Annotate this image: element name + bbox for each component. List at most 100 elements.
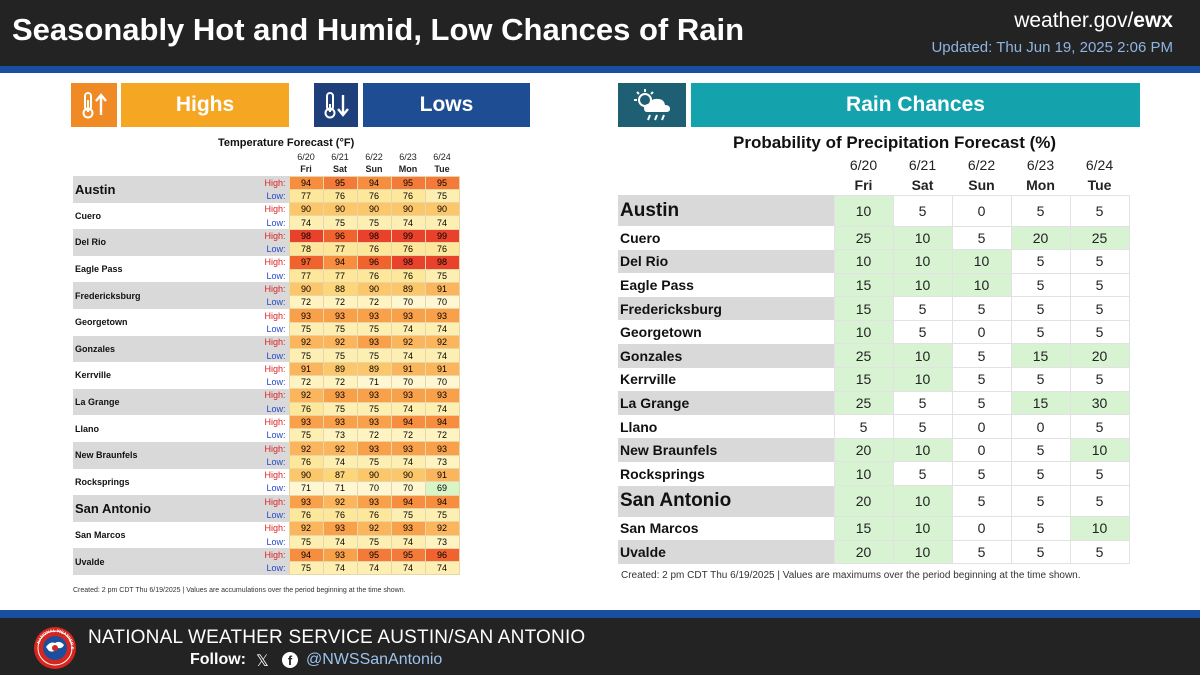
high-value: 90 bbox=[356, 281, 392, 297]
high-value: 89 bbox=[322, 361, 358, 376]
pop-value: 30 bbox=[1069, 390, 1130, 416]
table-row-high: Fredericksburg High: 90 88 90 89 91 bbox=[73, 281, 460, 309]
high-label: High: bbox=[264, 523, 286, 534]
table-row-high: Eagle Pass High: 97 94 96 98 98 bbox=[73, 255, 460, 274]
low-value: 72 bbox=[288, 295, 324, 310]
high-value: 93 bbox=[390, 308, 426, 323]
high-value: 93 bbox=[322, 521, 358, 536]
high-value: 93 bbox=[356, 414, 392, 430]
low-value: 72 bbox=[322, 295, 358, 310]
table-row-high: Llano High: 93 93 93 94 94 bbox=[73, 414, 460, 434]
high-value: 93 bbox=[288, 494, 324, 509]
low-label: Low: bbox=[266, 483, 286, 494]
low-value: 75 bbox=[322, 401, 358, 416]
high-value: 93 bbox=[390, 521, 426, 536]
table-row-low: Low: 75 74 74 74 74 bbox=[73, 561, 460, 576]
pop-row: San Antonio 20 10 5 5 5 bbox=[618, 485, 1130, 518]
updated-timestamp: Updated: Thu Jun 19, 2025 2:06 PM bbox=[931, 39, 1173, 56]
city-name: Del Rio bbox=[618, 249, 834, 274]
facebook-icon[interactable]: f bbox=[282, 652, 298, 668]
pop-value: 10 bbox=[951, 249, 1012, 274]
pop-value: 10 bbox=[892, 516, 953, 541]
pop-footnote: Created: 2 pm CDT Thu 6/19/2025 | Values… bbox=[621, 570, 1081, 581]
high-label: High: bbox=[264, 257, 286, 268]
table-row-high: Kerrville High: 91 89 89 91 91 bbox=[73, 361, 460, 380]
pop-value: 5 bbox=[1069, 367, 1130, 392]
pop-value: 10 bbox=[892, 485, 953, 518]
city-name: Uvalde bbox=[618, 540, 834, 564]
pop-value: 5 bbox=[1069, 249, 1130, 274]
high-value: 98 bbox=[424, 255, 460, 270]
low-value: 75 bbox=[356, 215, 392, 230]
high-label: High: bbox=[236, 441, 289, 456]
pop-value: 10 bbox=[892, 539, 953, 565]
low-value: 72 bbox=[322, 374, 358, 390]
high-label: High: bbox=[236, 335, 289, 349]
high-value: 92 bbox=[424, 521, 460, 536]
pop-value: 5 bbox=[833, 414, 894, 439]
low-value: 74 bbox=[424, 348, 460, 363]
high-value: 94 bbox=[424, 414, 460, 430]
pop-table-title: Probability of Precipitation Forecast (%… bbox=[733, 133, 1057, 152]
office-name: NATIONAL WEATHER SERVICE AUSTIN/SAN ANTO… bbox=[88, 627, 586, 648]
high-value: 96 bbox=[322, 228, 358, 243]
low-label: Low: bbox=[266, 536, 286, 547]
low-value: 75 bbox=[288, 428, 324, 443]
high-value: 90 bbox=[356, 468, 392, 483]
pop-value: 5 bbox=[1069, 485, 1130, 518]
pop-value: 5 bbox=[892, 390, 953, 416]
rain-chances-banner: Rain Chances bbox=[691, 83, 1140, 127]
pop-value: 20 bbox=[833, 437, 894, 463]
pop-row: San Marcos 15 10 0 5 10 bbox=[618, 516, 1130, 541]
high-value: 98 bbox=[288, 228, 324, 243]
pop-table: 6/20 6/21 6/22 6/23 6/24 Fri Sat Sun Mon Tue Aus… bbox=[618, 155, 1130, 565]
high-value: 90 bbox=[288, 202, 324, 217]
high-value: 93 bbox=[322, 547, 358, 563]
day-header: Tue bbox=[434, 164, 450, 175]
city-name: Eagle Pass bbox=[620, 276, 694, 293]
x-logo-icon[interactable]: 𝕏 bbox=[256, 653, 269, 670]
high-value: 93 bbox=[322, 414, 358, 430]
low-value: 72 bbox=[424, 428, 460, 443]
pop-value: 5 bbox=[1010, 367, 1071, 392]
low-value: 71 bbox=[356, 374, 392, 390]
pop-value: 10 bbox=[1069, 437, 1130, 463]
low-value: 74 bbox=[322, 534, 358, 549]
pop-value: 0 bbox=[951, 516, 1012, 541]
day-header: Fri bbox=[854, 176, 873, 193]
pop-row: Llano 5 5 0 0 5 bbox=[618, 414, 1130, 439]
pop-value: 20 bbox=[833, 539, 894, 565]
high-value: 93 bbox=[424, 388, 460, 403]
high-value: 93 bbox=[424, 308, 460, 323]
low-value: 73 bbox=[424, 534, 460, 549]
high-value: 91 bbox=[424, 281, 460, 297]
pop-value: 5 bbox=[1010, 437, 1071, 463]
table-row-high: La Grange High: 92 93 93 93 93 bbox=[73, 388, 460, 416]
high-value: 87 bbox=[322, 468, 358, 483]
date-header: 6/23 bbox=[1026, 157, 1055, 173]
low-value: 72 bbox=[356, 428, 392, 443]
city-name: Eagle Pass bbox=[75, 264, 123, 275]
temperature-table: 6/20 6/21 6/22 6/23 6/24 Fri Sat Sun Mon Tue Aus… bbox=[73, 150, 460, 576]
pop-value: 5 bbox=[1069, 414, 1130, 439]
site-link[interactable]: weather.gov/ewx bbox=[1014, 9, 1173, 33]
date-header: 6/21 bbox=[908, 157, 937, 173]
pop-value: 0 bbox=[951, 414, 1012, 439]
top-stripe bbox=[0, 66, 1200, 73]
table-row-high: Cuero High: 90 90 90 90 90 bbox=[73, 202, 460, 221]
high-value: 93 bbox=[322, 308, 358, 323]
lows-label: Lows bbox=[419, 93, 474, 116]
high-value: 94 bbox=[322, 255, 358, 270]
high-label: High: bbox=[264, 470, 286, 481]
table-row-low: Low: 74 75 75 74 74 bbox=[73, 215, 460, 230]
low-label: Low: bbox=[236, 508, 289, 522]
high-value: 90 bbox=[424, 202, 460, 217]
city-name: San Marcos bbox=[620, 520, 699, 537]
social-handle[interactable]: @NWSSanAntonio bbox=[306, 651, 443, 668]
high-value: 99 bbox=[424, 228, 460, 243]
pop-value: 5 bbox=[1010, 516, 1071, 541]
pop-value: 15 bbox=[1010, 390, 1071, 416]
high-label: High: bbox=[264, 204, 286, 215]
pop-value: 5 bbox=[951, 461, 1012, 487]
low-value: 75 bbox=[288, 321, 324, 337]
